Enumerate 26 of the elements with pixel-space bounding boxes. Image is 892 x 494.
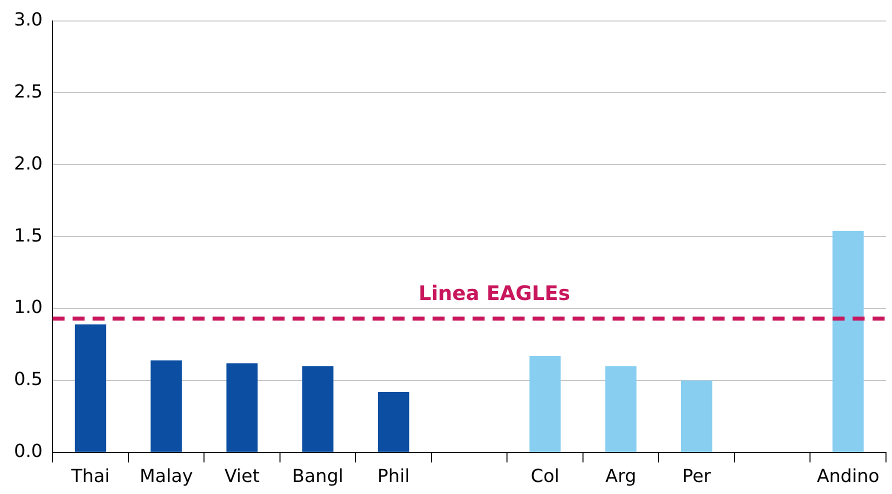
bar: [74, 324, 106, 452]
x-tick-label: Bangl: [292, 466, 344, 487]
x-tick-label: Viet: [224, 466, 260, 487]
y-tick-label: 0.5: [14, 369, 43, 390]
x-tick-label: Arg: [605, 466, 636, 487]
y-tick-label: 2.5: [14, 81, 43, 102]
bar: [150, 360, 182, 452]
y-tick-label: 0.0: [14, 441, 43, 462]
bar: [226, 363, 258, 452]
x-tick-label: Thai: [70, 466, 110, 487]
bar: [302, 366, 334, 452]
y-tick-label: 3.0: [14, 9, 43, 30]
bar: [605, 366, 636, 452]
y-tick-label: 2.0: [14, 153, 43, 174]
bar: [529, 356, 561, 452]
x-tick-label: Col: [530, 466, 560, 487]
bar: [378, 392, 410, 452]
bar: [832, 230, 864, 452]
y-tick-label: 1.5: [14, 225, 43, 246]
x-tick-label: Per: [682, 466, 712, 487]
x-tick-label: Malay: [140, 466, 194, 487]
x-tick-label: Andino: [816, 466, 880, 487]
ref-line-label: Linea EAGLEs: [418, 280, 570, 305]
bar: [680, 380, 712, 452]
y-tick-label: 1.0: [14, 297, 43, 318]
x-tick-label: Phil: [377, 466, 410, 487]
